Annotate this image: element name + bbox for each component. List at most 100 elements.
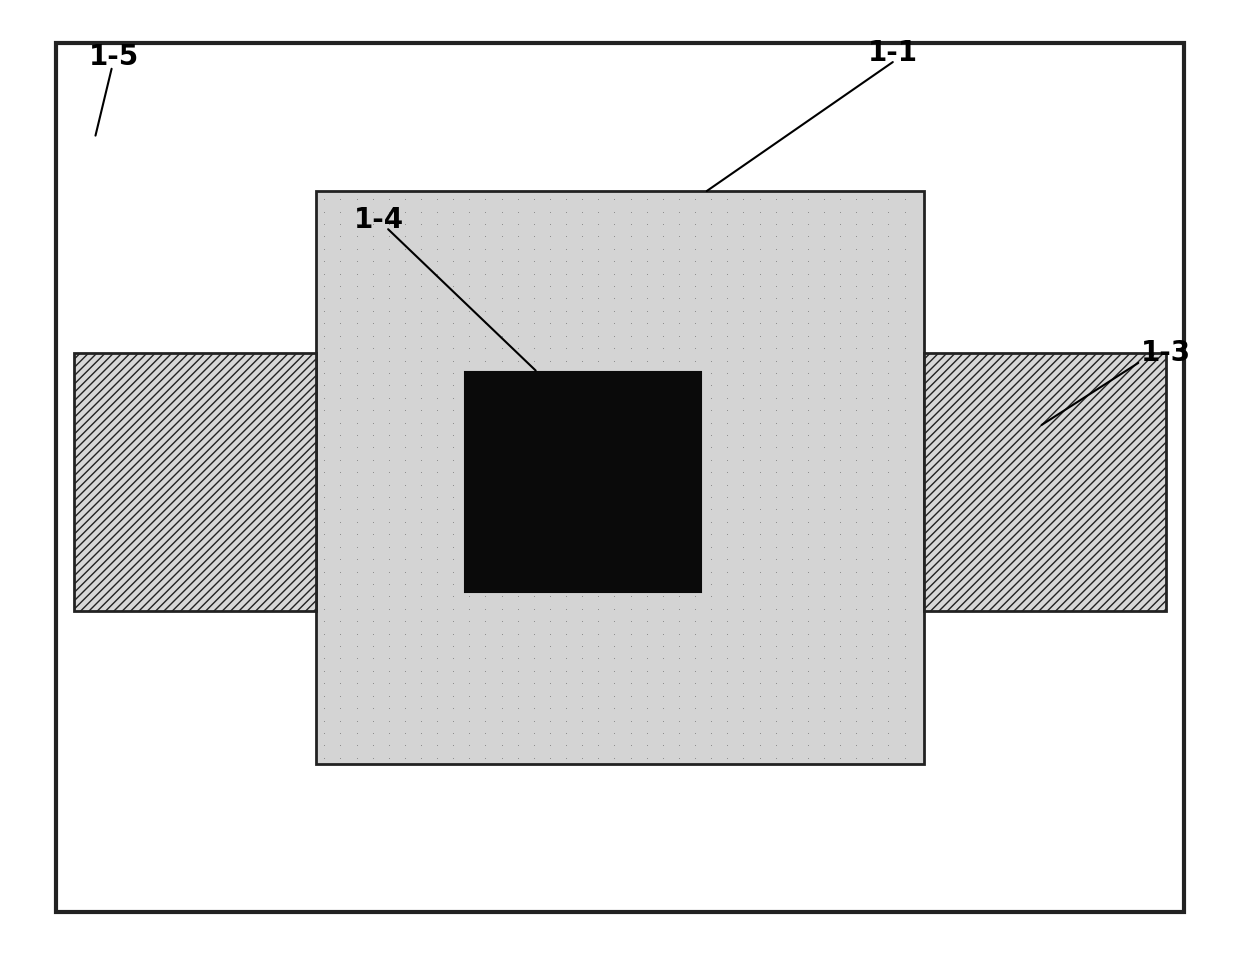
Point (702, 278, 722, 293)
Point (347, 253, 367, 268)
Point (573, 563, 593, 579)
Point (573, 675, 593, 690)
Point (670, 464, 689, 479)
Point (863, 613, 883, 628)
Point (702, 253, 722, 268)
Point (815, 675, 835, 690)
Point (863, 601, 883, 616)
Point (879, 390, 899, 405)
Point (428, 265, 448, 281)
Point (347, 241, 367, 256)
Point (363, 216, 383, 231)
Point (670, 601, 689, 616)
Point (476, 439, 496, 455)
Point (831, 265, 851, 281)
Point (330, 489, 351, 504)
Point (766, 613, 786, 628)
Point (637, 675, 657, 690)
Point (734, 588, 754, 604)
Point (637, 576, 657, 591)
Point (330, 626, 351, 641)
Point (718, 290, 738, 306)
Point (573, 751, 593, 766)
Point (621, 340, 641, 355)
Point (831, 551, 851, 566)
Point (589, 228, 609, 244)
Point (653, 626, 673, 641)
Point (412, 563, 432, 579)
Point (847, 303, 867, 318)
Point (508, 265, 528, 281)
Point (895, 489, 915, 504)
Point (621, 712, 641, 728)
Point (734, 191, 754, 206)
Point (330, 726, 351, 741)
Point (718, 278, 738, 293)
Point (330, 452, 351, 467)
Point (396, 191, 415, 206)
Point (347, 601, 367, 616)
Point (428, 477, 448, 492)
Point (396, 439, 415, 455)
Point (363, 265, 383, 281)
Point (750, 427, 770, 442)
Point (653, 402, 673, 417)
Point (476, 477, 496, 492)
Point (637, 228, 657, 244)
Point (702, 414, 722, 430)
Point (412, 675, 432, 690)
Point (605, 638, 625, 653)
Point (863, 626, 883, 641)
Point (815, 203, 835, 219)
Point (750, 414, 770, 430)
Point (863, 638, 883, 653)
Point (444, 414, 464, 430)
Point (541, 328, 560, 343)
Point (330, 253, 351, 268)
Point (879, 352, 899, 368)
Point (863, 452, 883, 467)
Point (831, 539, 851, 554)
Point (734, 203, 754, 219)
Point (508, 390, 528, 405)
Point (330, 638, 351, 653)
Point (847, 203, 867, 219)
Point (589, 726, 609, 741)
Point (460, 737, 480, 753)
Point (766, 650, 786, 666)
Point (895, 427, 915, 442)
Point (782, 340, 802, 355)
Point (799, 563, 818, 579)
Point (605, 191, 625, 206)
Point (895, 514, 915, 529)
Point (605, 576, 625, 591)
Point (363, 340, 383, 355)
Point (766, 675, 786, 690)
Point (653, 414, 673, 430)
Point (460, 241, 480, 256)
Point (573, 737, 593, 753)
Point (379, 737, 399, 753)
Point (653, 576, 673, 591)
Point (670, 241, 689, 256)
Point (621, 576, 641, 591)
Point (573, 700, 593, 716)
Point (895, 328, 915, 343)
Point (637, 551, 657, 566)
Point (476, 751, 496, 766)
Point (412, 352, 432, 368)
Point (315, 551, 335, 566)
Point (605, 737, 625, 753)
Point (621, 228, 641, 244)
Point (508, 290, 528, 306)
Point (492, 601, 512, 616)
Point (702, 340, 722, 355)
Point (460, 365, 480, 380)
Point (702, 290, 722, 306)
Point (847, 526, 867, 541)
Point (637, 365, 657, 380)
Point (541, 601, 560, 616)
Point (847, 613, 867, 628)
Point (847, 278, 867, 293)
Point (750, 340, 770, 355)
